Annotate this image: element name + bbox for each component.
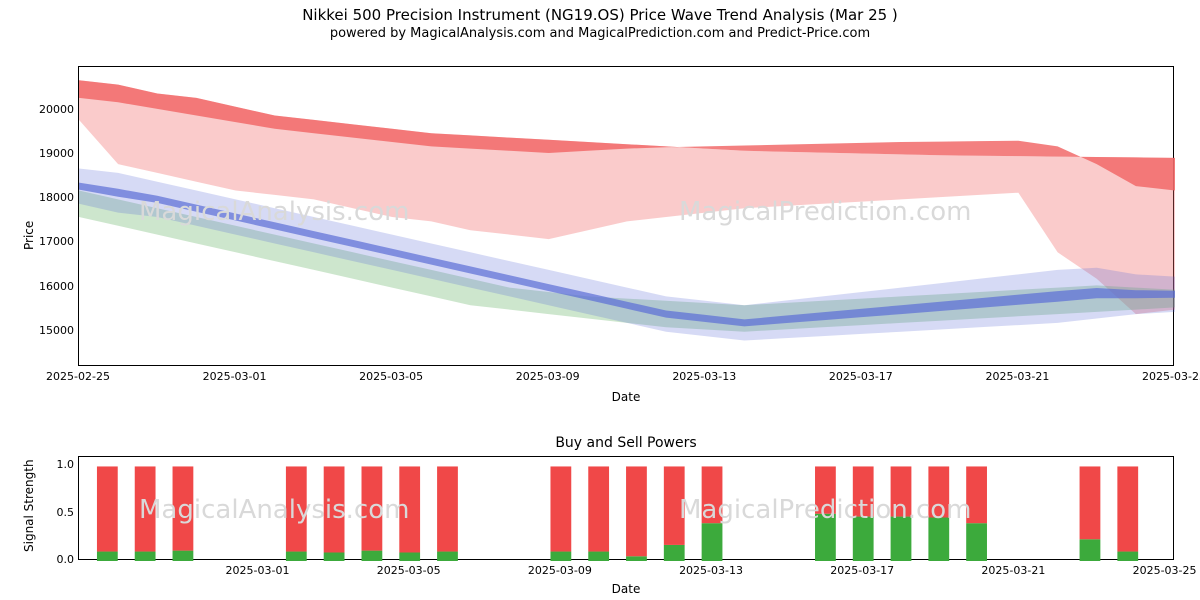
price-xtick: 2025-03-25 [1139, 370, 1200, 383]
power-ytick: 1.0 [48, 458, 74, 471]
power-chart-title: Buy and Sell Powers [79, 435, 1173, 451]
main-title: Nikkei 500 Precision Instrument (NG19.OS… [0, 6, 1200, 24]
power-xlabel: Date [78, 582, 1174, 596]
power-chart-svg [79, 457, 1175, 561]
price-ytick: 16000 [30, 280, 74, 293]
power-ytick: 0.5 [48, 506, 74, 519]
price-ytick: 18000 [30, 191, 74, 204]
power-xtick: 2025-03-21 [978, 564, 1048, 577]
chart-titles: Nikkei 500 Precision Instrument (NG19.OS… [0, 0, 1200, 41]
price-ytick: 20000 [30, 103, 74, 116]
price-xtick: 2025-03-09 [513, 370, 583, 383]
price-xtick: 2025-02-25 [43, 370, 113, 383]
power-xtick: 2025-03-13 [676, 564, 746, 577]
power-ytick: 0.0 [48, 553, 74, 566]
price-xtick: 2025-03-05 [356, 370, 426, 383]
price-chart-panel: MagicalAnalysis.com MagicalPrediction.co… [78, 66, 1174, 366]
price-ytick: 15000 [30, 324, 74, 337]
power-xtick: 2025-03-25 [1130, 564, 1200, 577]
power-xtick: 2025-03-01 [223, 564, 293, 577]
power-chart-panel: Buy and Sell Powers MagicalAnalysis.com … [78, 456, 1174, 560]
price-xtick: 2025-03-17 [826, 370, 896, 383]
sub-title: powered by MagicalAnalysis.com and Magic… [0, 26, 1200, 41]
power-ylabel: Signal Strength [22, 459, 36, 552]
price-xlabel: Date [78, 390, 1174, 404]
power-xtick: 2025-03-05 [374, 564, 444, 577]
price-xtick: 2025-03-21 [982, 370, 1052, 383]
price-xtick: 2025-03-13 [669, 370, 739, 383]
price-xtick: 2025-03-01 [200, 370, 270, 383]
price-ytick: 19000 [30, 147, 74, 160]
power-xtick: 2025-03-09 [525, 564, 595, 577]
power-xtick: 2025-03-17 [827, 564, 897, 577]
price-ytick: 17000 [30, 235, 74, 248]
price-chart-svg [79, 67, 1175, 367]
